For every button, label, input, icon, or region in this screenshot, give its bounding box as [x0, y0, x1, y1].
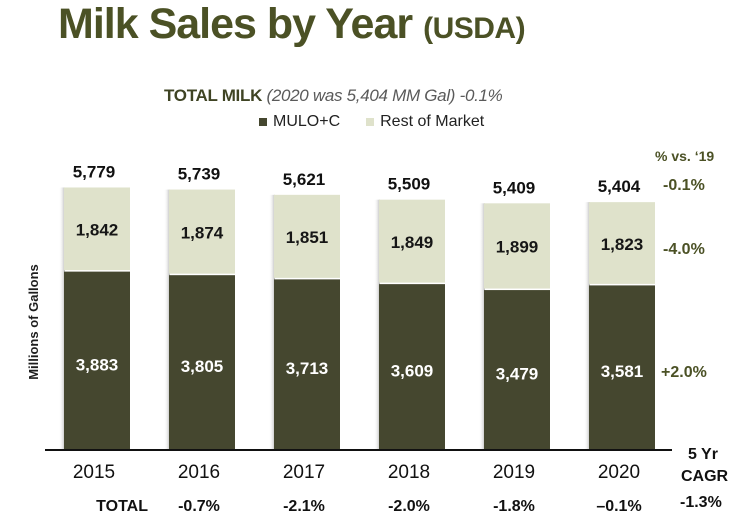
subtitle-italic: (2020 was 5,404 MM Gal) -0.1% — [266, 86, 503, 105]
label-rest-2018: 1,849 — [391, 233, 434, 252]
x-tick-2019: 2019 — [493, 462, 535, 483]
bar-shadow — [164, 189, 170, 449]
legend-swatch-mulo — [259, 118, 267, 126]
subtitle-bold: TOTAL MILK — [164, 86, 263, 105]
label-mulo-2017: 3,713 — [286, 359, 329, 378]
bar-shadow — [479, 203, 485, 449]
label-total-2018: 5,509 — [388, 175, 431, 194]
bar-mulo-2019 — [484, 290, 550, 449]
cagr-label-line1: 5 Yr — [688, 446, 718, 463]
x-tick-2017: 2017 — [283, 462, 325, 483]
legend-label-mulo: MULO+C — [273, 113, 341, 130]
bars-group: 1,842 3,883 5,779 1,874 3,805 5,739 1,851 3,713… — [59, 162, 655, 449]
growth-row: TOTAL -0.7% -2.1% -2.0% -1.8% –0.1% — [96, 498, 642, 515]
x-tick-labels: 2015 2016 2017 2018 2019 2020 — [73, 462, 640, 483]
label-mulo-2019: 3,479 — [496, 365, 539, 384]
x-tick-2020: 2020 — [598, 462, 640, 483]
bar-rest-2015 — [64, 187, 130, 271]
label-total-2017: 5,621 — [283, 170, 326, 189]
bar-shadow — [59, 187, 65, 449]
label-mulo-2018: 3,609 — [391, 362, 434, 381]
bar-shadow — [374, 199, 380, 449]
vs-prior-header: % vs. ‘19 — [655, 148, 714, 164]
label-mulo-2016: 3,805 — [181, 357, 224, 376]
growth-2019: -1.8% — [493, 498, 535, 515]
page-title: Milk Sales by Year (USDA) — [58, 0, 526, 49]
label-rest-2017: 1,851 — [286, 228, 329, 247]
label-total-2020: 5,404 — [598, 177, 641, 196]
label-mulo-2015: 3,883 — [76, 355, 119, 374]
legend-item-mulo: MULO+C — [259, 113, 340, 131]
label-mulo-2020: 3,581 — [601, 362, 644, 381]
legend-swatch-rest — [366, 118, 375, 126]
bar-rest-2018 — [379, 199, 445, 283]
cagr-label-line2: CAGR — [681, 468, 729, 485]
label-total-2016: 5,739 — [178, 165, 221, 184]
label-rest-2019: 1,899 — [496, 238, 539, 257]
bar-mulo-2020 — [589, 285, 655, 449]
bar-rest-2019 — [484, 203, 550, 289]
chart-subtitle: TOTAL MILK (2020 was 5,404 MM Gal) -0.1% — [164, 86, 503, 106]
bar-mulo-2017 — [274, 279, 340, 449]
bar-rest-2016 — [169, 189, 235, 274]
legend-item-rest: Rest of Market — [366, 113, 484, 131]
bar-mulo-2016 — [169, 275, 235, 449]
growth-2018: -2.0% — [388, 498, 430, 515]
title-main: Milk Sales by Year — [58, 0, 413, 48]
bar-shadow — [269, 194, 275, 449]
bar-shadow — [584, 202, 590, 449]
bar-rest-2017 — [274, 194, 340, 278]
chart-legend: MULO+C Rest of Market — [259, 113, 504, 131]
label-total-2015: 5,779 — [73, 162, 116, 181]
x-tick-2018: 2018 — [388, 462, 430, 483]
growth-2017: -2.1% — [283, 498, 325, 515]
growth-row-label: TOTAL — [96, 498, 148, 515]
bar-mulo-2015 — [64, 271, 130, 449]
vs-prior-rest: -4.0% — [663, 241, 705, 258]
label-rest-2015: 1,842 — [76, 221, 119, 240]
growth-2016: -0.7% — [178, 498, 220, 515]
x-tick-2015: 2015 — [73, 462, 115, 483]
vs-prior-mulo: +2.0% — [661, 364, 707, 381]
title-source: (USDA) — [423, 12, 526, 45]
legend-label-rest: Rest of Market — [380, 113, 485, 130]
bar-mulo-2018 — [379, 284, 445, 449]
bar-rest-2020 — [589, 202, 655, 284]
x-tick-2016: 2016 — [178, 462, 220, 483]
label-total-2019: 5,409 — [493, 178, 536, 197]
vs-prior-total: -0.1% — [663, 177, 705, 194]
y-axis-label: Millions of Gallons — [26, 264, 41, 380]
cagr-value: -1.3% — [680, 494, 722, 511]
label-rest-2020: 1,823 — [601, 235, 644, 254]
growth-2020: –0.1% — [596, 498, 641, 515]
label-rest-2016: 1,874 — [181, 223, 224, 242]
